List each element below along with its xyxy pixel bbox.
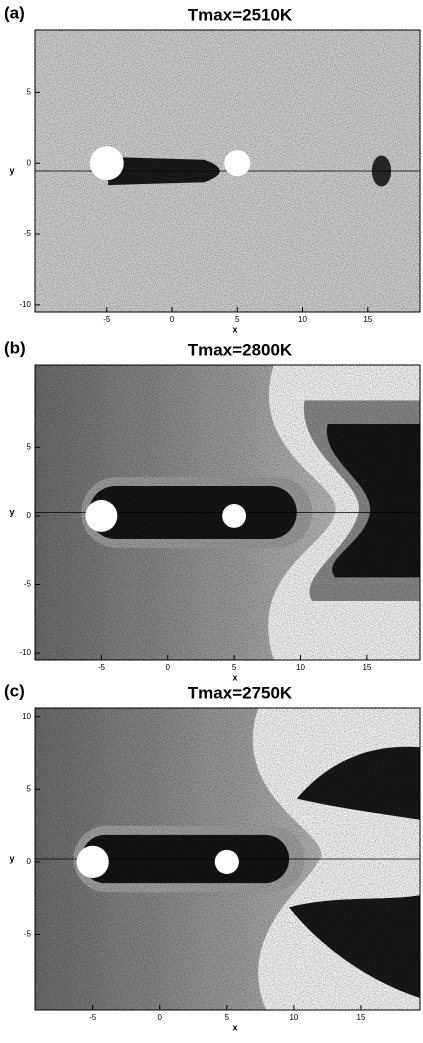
panel-label: (c)	[4, 681, 25, 700]
panel: -5 0 5 10 15 -10 -5 0 5 (a) Tmax=2510K x y	[4, 3, 421, 334]
y-tick-label: 5	[27, 784, 32, 793]
y-tick-label: -5	[24, 229, 32, 238]
x-tick-label: 0	[158, 1013, 163, 1022]
x-tick-label: -5	[89, 1013, 97, 1022]
x-tick-label: 15	[357, 1013, 366, 1022]
y-tick-label: 0	[27, 158, 32, 167]
cylinder	[222, 503, 247, 528]
x-tick-label: 10	[298, 315, 307, 324]
x-axis-label: x	[232, 672, 237, 682]
panel: -5 0 5 10 15 -5 0 5 10 (c) Tmax=2750K x y	[4, 681, 421, 1032]
y-tick-label: 10	[22, 712, 31, 721]
y-tick-label: -5	[24, 930, 32, 939]
y-tick-label: 5	[27, 87, 32, 96]
cylinder	[85, 499, 118, 532]
panel-label: (b)	[4, 338, 26, 357]
y-tick-label: 5	[27, 442, 32, 451]
chart-title: Tmax=2510K	[188, 5, 293, 24]
panel: -5 0 5 10 15 -10 -5 0 5 (b) Tmax=2800K x y	[4, 338, 421, 682]
panel-label: (a)	[4, 3, 25, 22]
cylinder	[89, 146, 124, 181]
x-tick-label: 0	[166, 663, 171, 672]
plot-frame	[34, 364, 421, 661]
x-axis-label: x	[232, 324, 237, 334]
x-tick-label: 15	[363, 315, 372, 324]
x-tick-label: -5	[98, 663, 106, 672]
cylinder	[224, 150, 251, 177]
y-axis-label: y	[9, 853, 14, 863]
plot-frame	[34, 29, 421, 313]
x-tick-label: -5	[103, 315, 111, 324]
plot-frame	[34, 707, 421, 1011]
y-axis-label: y	[9, 165, 14, 175]
x-tick-label: 0	[170, 315, 175, 324]
chart-title: Tmax=2750K	[188, 683, 293, 702]
y-tick-label: -5	[24, 580, 32, 589]
x-tick-label: 15	[362, 663, 371, 672]
y-tick-label: 0	[27, 511, 32, 520]
x-tick-label: 5	[232, 663, 237, 672]
x-axis-label: x	[232, 1022, 237, 1032]
x-tick-label: 5	[235, 315, 240, 324]
y-tick-label: 0	[27, 857, 32, 866]
cylinder	[76, 845, 109, 879]
y-tick-label: -10	[19, 300, 31, 309]
y-tick-label: -10	[19, 648, 31, 657]
x-tick-label: 5	[225, 1013, 230, 1022]
cylinder	[214, 849, 239, 874]
x-tick-label: 10	[289, 1013, 298, 1022]
y-axis-label: y	[9, 507, 14, 517]
x-tick-label: 10	[296, 663, 305, 672]
chart-title: Tmax=2800K	[188, 340, 293, 359]
